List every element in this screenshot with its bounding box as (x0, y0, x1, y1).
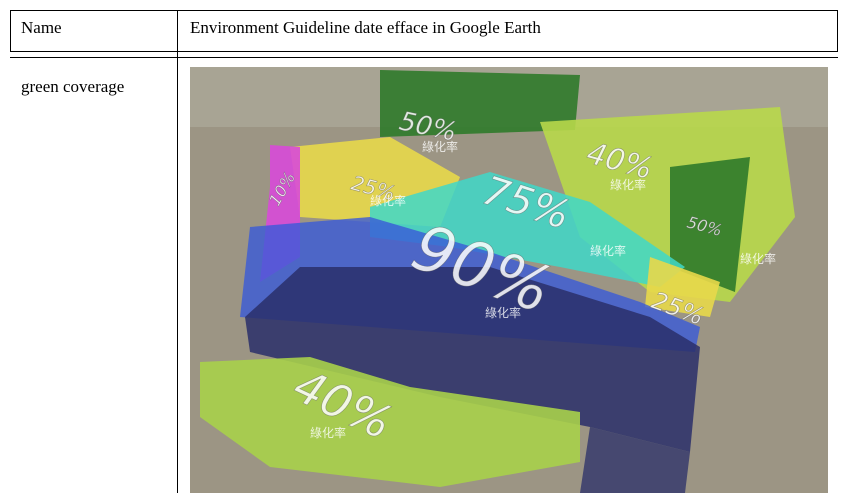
map-image: 50% 綠化率 40% 綠化率 25% 綠化率 10% 75% 綠化率 90% … (190, 67, 828, 493)
header-name: Name (21, 18, 62, 37)
row-label: green coverage (21, 77, 125, 96)
zone (645, 257, 720, 317)
border (10, 51, 838, 52)
zone (370, 172, 685, 287)
zone (670, 157, 750, 292)
zone-note: 綠化率 (370, 193, 406, 208)
zone-note: 綠化率 (422, 139, 458, 154)
border (177, 10, 178, 493)
zone-note: 綠化率 (485, 305, 521, 320)
border (10, 10, 838, 11)
zone-note: 綠化率 (610, 177, 646, 192)
zone (380, 70, 580, 137)
zone-note: 綠化率 (590, 243, 626, 258)
border (10, 10, 11, 52)
zone (200, 357, 580, 487)
border (10, 57, 838, 58)
border (837, 10, 838, 52)
zone-note: 綠化率 (740, 251, 776, 266)
header-title: Environment Guideline date efface in Goo… (190, 18, 541, 37)
zone (245, 267, 700, 452)
zone (580, 427, 690, 493)
zone-note: 綠化率 (310, 425, 346, 440)
